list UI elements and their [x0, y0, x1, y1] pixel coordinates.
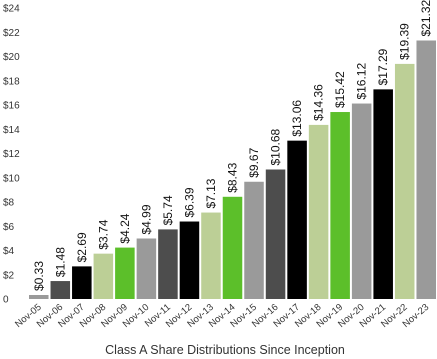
- bar-nov-15: [244, 181, 264, 299]
- bar-nov-11: [158, 229, 178, 299]
- data-label: $14.36: [312, 84, 326, 121]
- bar-nov-12: [179, 221, 200, 299]
- y-axis: 0 $2 $4 $6 $8 $10 $12 $14 $16 $18 $20 $22 $24: [3, 4, 20, 306]
- bar-nov-09: [115, 247, 135, 299]
- bar-nov-08: [93, 253, 114, 299]
- data-label: $10.68: [269, 128, 283, 165]
- y-tick-label: 0: [3, 295, 9, 306]
- data-label: $21.32: [419, 0, 433, 37]
- bar-nov-22: [394, 63, 415, 300]
- data-label: $0.33: [32, 261, 46, 291]
- bar-nov-20: [351, 103, 372, 299]
- y-tick-label: $8: [3, 198, 15, 209]
- data-label: $1.48: [53, 247, 67, 277]
- bar-nov-19: [330, 112, 350, 299]
- data-label: $3.74: [96, 219, 110, 249]
- bar-nov-07: [72, 266, 92, 299]
- y-tick-label: $14: [3, 125, 20, 136]
- bar-nov-16: [265, 169, 286, 299]
- y-tick-label: $22: [3, 28, 20, 39]
- bars-group: [29, 40, 436, 300]
- data-labels-group: $0.33 $1.48 $2.69 $3.74 $4.24 $4.99 $5.74 $6.39…: [32, 0, 433, 291]
- data-label: $6.39: [182, 187, 196, 217]
- data-label: $19.39: [398, 23, 412, 60]
- bar-nov-10: [136, 238, 157, 299]
- chart-title: Class A Share Distributions Since Incept…: [105, 343, 345, 357]
- data-label: $13.06: [290, 100, 304, 137]
- y-tick-label: $16: [3, 101, 20, 112]
- bar-nov-18: [308, 124, 329, 299]
- y-tick-label: $10: [3, 173, 20, 184]
- bar-nov-14: [222, 196, 243, 299]
- bar-nov-23: [416, 40, 436, 299]
- x-axis: Nov-05Nov-06Nov-07Nov-08Nov-09Nov-10Nov-…: [13, 302, 431, 330]
- y-tick-label: $4: [3, 246, 15, 257]
- data-label: $4.99: [139, 204, 153, 234]
- y-tick-label: $2: [3, 270, 15, 281]
- data-label: $4.24: [118, 213, 132, 243]
- data-label: $7.13: [204, 178, 218, 208]
- bar-nov-21: [373, 89, 393, 299]
- bar-nov-05: [29, 295, 49, 299]
- data-label: $2.69: [75, 232, 89, 262]
- y-tick-label: $20: [3, 52, 20, 63]
- data-label: $8.43: [226, 162, 240, 192]
- bar-nov-06: [50, 281, 71, 299]
- data-label: $15.42: [333, 71, 347, 108]
- data-label: $16.12: [355, 63, 369, 100]
- data-label: $9.67: [247, 147, 261, 177]
- data-label: $17.29: [376, 48, 390, 85]
- y-tick-label: $24: [3, 4, 20, 15]
- bar-nov-13: [201, 212, 221, 299]
- data-label: $5.74: [161, 195, 175, 225]
- y-tick-label: $18: [3, 76, 20, 87]
- bar-nov-17: [287, 140, 307, 299]
- y-tick-label: $6: [3, 222, 15, 233]
- y-tick-label: $12: [3, 149, 20, 160]
